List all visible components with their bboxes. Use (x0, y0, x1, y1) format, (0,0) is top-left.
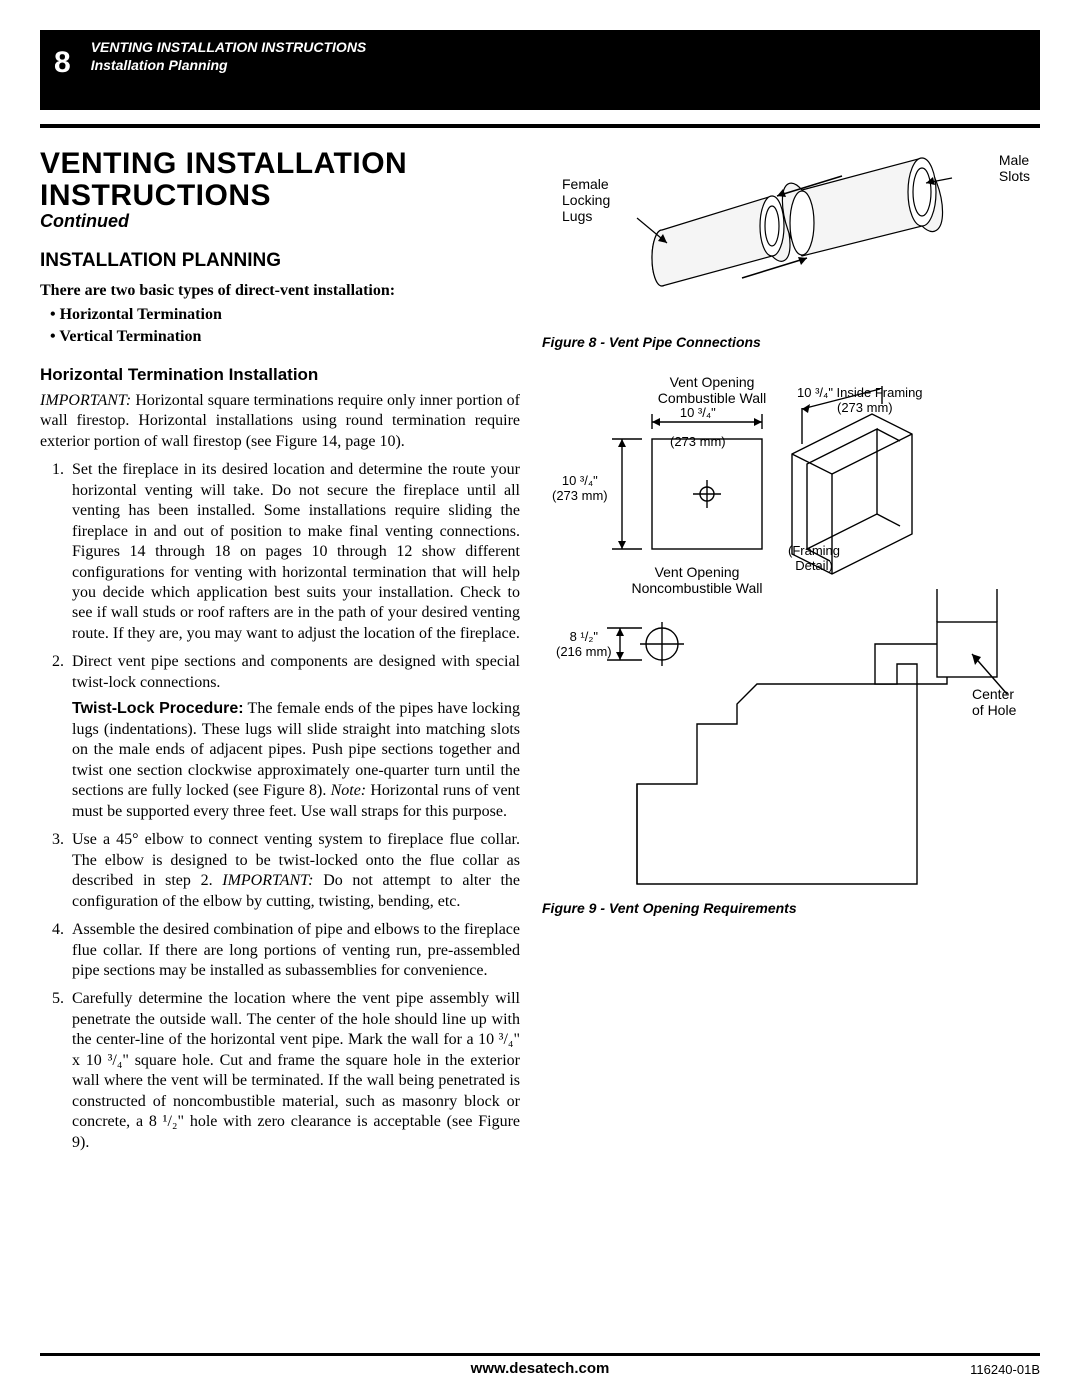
step-2-sub: Twist-Lock Procedure: The female ends of… (72, 699, 520, 822)
fig8-female-label: Female Locking Lugs (562, 176, 610, 224)
fig9-noncomb: Noncombustible Wall (607, 580, 787, 596)
fig9-vo-top: Vent Opening Combustible Wall (637, 374, 787, 406)
page-number: 8 (54, 36, 71, 80)
section-heading: INSTALLATION PLANNING (40, 250, 520, 272)
fig9-vo-bot: Vent Opening Noncombustible Wall (607, 564, 787, 596)
footer-rule (40, 1353, 1040, 1356)
fig9-vo-top-l1: Vent Opening (637, 374, 787, 390)
fig8-male-l1: Male (999, 152, 1030, 168)
header-band: 8 VENTING INSTALLATION INSTRUCTIONS Inst… (40, 30, 1040, 110)
vent-pipe-svg (542, 148, 1012, 328)
fig8-male-l2: Slots (999, 168, 1030, 184)
fig9-center-hole: Center of Hole (972, 686, 1016, 718)
fig9-top-dim-v: 10 ³/₄" (670, 406, 726, 421)
header-line1: VENTING INSTALLATION INSTRUCTIONS (91, 38, 367, 56)
title-line1: VENTING INSTALLATION (40, 147, 407, 180)
intro-line: There are two basic types of direct-vent… (40, 282, 520, 300)
step-5-text: Carefully determine the location where t… (72, 990, 520, 1150)
continued-label: Continued (40, 211, 520, 232)
fig9-left-dim-mm: (273 mm) (552, 489, 608, 504)
figure-9: Vent Opening Combustible Wall 10 ³/₄" (2… (542, 374, 1040, 894)
fig9-vo-bot-l1: Vent Opening (607, 564, 787, 580)
bullet-list: Horizontal Termination Vertical Terminat… (50, 304, 520, 349)
step-3: Use a 45° elbow to connect venting syste… (68, 830, 520, 912)
fig9-left-dim: 10 ³/₄" (273 mm) (552, 474, 608, 504)
title-line2: INSTRUCTIONS (40, 179, 271, 212)
fig9-framing-l2: Detail) (788, 559, 840, 574)
fig9-center-l1: Center (972, 686, 1016, 702)
fig9-bot-dim-v: 8 ¹/₂" (556, 630, 612, 645)
footer: www.desatech.com 116240-01B (40, 1353, 1040, 1377)
sub-heading: Horizontal Termination Installation (40, 365, 520, 385)
vent-opening-svg (542, 374, 1032, 894)
steps-list: Set the fireplace in its desired locatio… (40, 460, 520, 1153)
figure-8-caption: Figure 8 - Vent Pipe Connections (542, 334, 1040, 350)
fig9-inside-framing-v: 10 ³/₄" Inside Framing (797, 386, 923, 401)
horizontal-rule (40, 124, 1040, 128)
step-1: Set the fireplace in its desired locatio… (68, 460, 520, 644)
fig9-top-dim-mm: (273 mm) (670, 435, 726, 450)
fig9-bot-dim: 8 ¹/₂" (216 mm) (556, 630, 612, 660)
step-4: Assemble the desired combination of pipe… (68, 920, 520, 981)
fig9-framing-detail: (Framing Detail) (788, 544, 840, 574)
bullet-1: Horizontal Termination (50, 304, 520, 326)
figure-9-caption: Figure 9 - Vent Opening Requirements (542, 900, 1040, 916)
fig9-framing-l1: (Framing (788, 544, 840, 559)
fig9-inside-framing-mm: (273 mm) (837, 401, 923, 416)
fig8-female-l1: Female (562, 176, 610, 192)
step-2-text: Direct vent pipe sections and components… (72, 653, 520, 690)
figure-8: Female Locking Lugs Male Slots (542, 148, 1040, 328)
right-column: Female Locking Lugs Male Slots Figure 8 … (542, 148, 1040, 1161)
fig8-female-l2: Locking (562, 192, 610, 208)
fig8-male-label: Male Slots (999, 152, 1030, 184)
fig9-comb-wall: Combustible Wall (637, 390, 787, 406)
fig9-inside-framing: 10 ³/₄" Inside Framing (273 mm) (797, 386, 923, 416)
header-line2: Installation Planning (91, 56, 367, 74)
footer-code: 116240-01B (970, 1362, 1040, 1377)
header-text: VENTING INSTALLATION INSTRUCTIONS Instal… (91, 36, 367, 74)
important-label: IMPORTANT: (40, 392, 131, 409)
step-3-important-label: IMPORTANT: (222, 872, 313, 889)
fig9-center-l2: of Hole (972, 702, 1016, 718)
step-5: Carefully determine the location where t… (68, 989, 520, 1153)
fig9-bot-dim-mm: (216 mm) (556, 645, 612, 660)
fig9-left-dim-v: 10 ³/₄" (552, 474, 608, 489)
step-1-text: Set the fireplace in its desired locatio… (72, 461, 520, 642)
step-4-text: Assemble the desired combination of pipe… (72, 921, 520, 979)
footer-url: www.desatech.com (471, 1360, 610, 1377)
important-paragraph: IMPORTANT: Horizontal square termination… (40, 391, 520, 452)
fig9-top-dim: 10 ³/₄" (273 mm) (670, 406, 726, 436)
note-label: Note: (331, 782, 367, 799)
left-column: VENTING INSTALLATION INSTRUCTIONS Contin… (40, 148, 520, 1161)
bullet-2: Vertical Termination (50, 326, 520, 348)
step-2: Direct vent pipe sections and components… (68, 652, 520, 822)
twist-lock-label: Twist-Lock Procedure: (72, 700, 244, 717)
main-title: VENTING INSTALLATION INSTRUCTIONS (40, 148, 520, 211)
fig8-female-l3: Lugs (562, 208, 610, 224)
